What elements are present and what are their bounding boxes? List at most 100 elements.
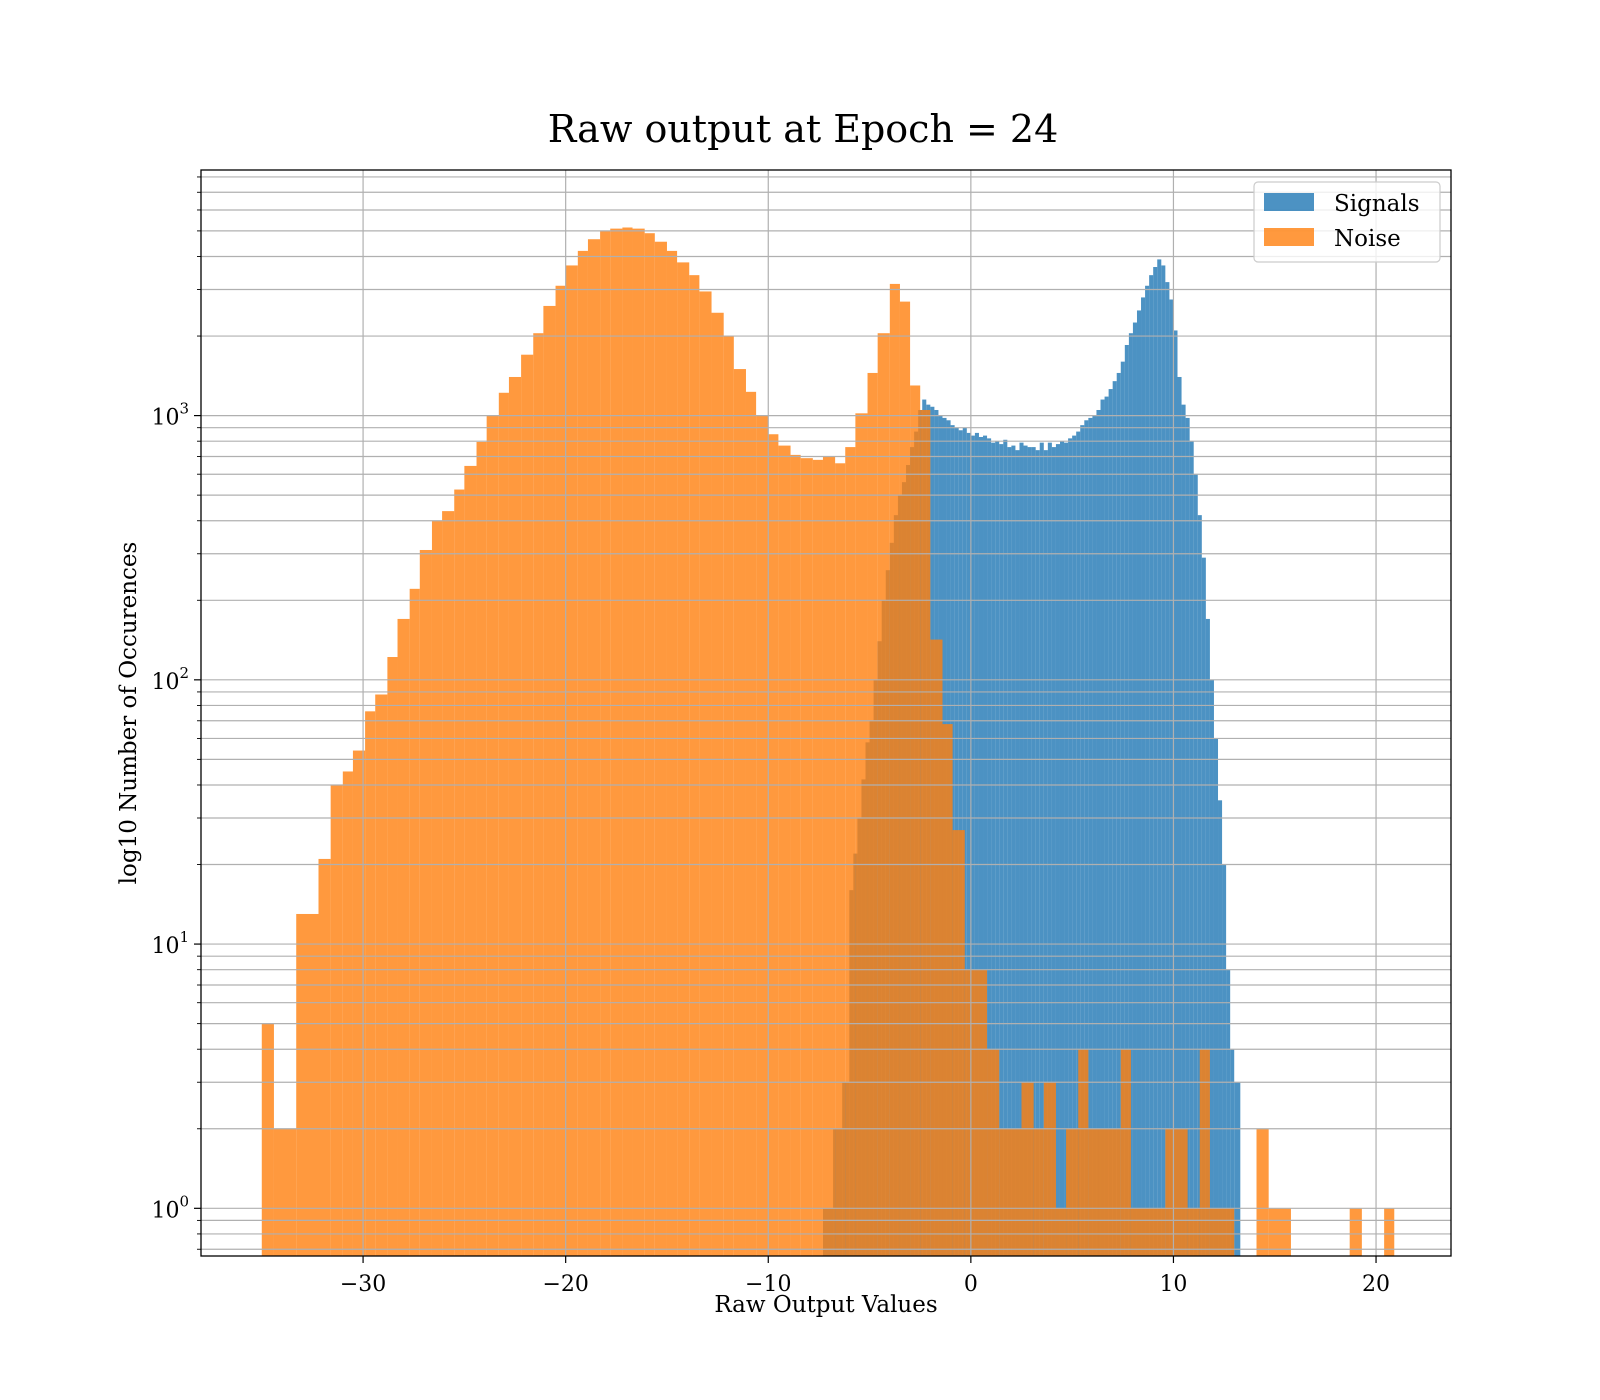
noise-bar-14 [442, 511, 455, 1256]
signals-bar-37 [987, 438, 992, 1256]
signals-bar-51 [1043, 450, 1048, 1256]
signals-bar-47 [1027, 447, 1032, 1256]
noise-bar-32 [644, 233, 655, 1256]
signals-bar-40 [999, 444, 1004, 1256]
noise-bar-57 [920, 409, 931, 1256]
noise-bar-18 [486, 415, 499, 1256]
y-axis-label: log10 Number of Occurences [116, 542, 142, 885]
noise-bar-36 [689, 275, 700, 1256]
noise-bar-3 [318, 858, 331, 1256]
noise-bar-8 [375, 694, 388, 1256]
signals-bar-95 [1222, 864, 1227, 1256]
noise-bar-52 [867, 372, 878, 1256]
signals-bar-72 [1128, 333, 1133, 1256]
signals-bar-75 [1141, 297, 1146, 1256]
noise-bar-40 [733, 369, 746, 1256]
signals-bar-84 [1177, 376, 1182, 1256]
noise-bar-2 [296, 913, 319, 1256]
signals-bar-71 [1124, 344, 1129, 1256]
noise-bar-64 [1021, 1082, 1034, 1256]
noise-bar-77 [1209, 1208, 1235, 1256]
legend-swatch-noise [1264, 228, 1314, 246]
noise-bar-56 [910, 385, 921, 1256]
chart-title: Raw output at Epoch = 24 [548, 107, 1059, 151]
plot-frame [200, 169, 1452, 1257]
noise-bar-67 [1055, 1208, 1067, 1256]
legend-label-signals: Signals [1334, 191, 1420, 217]
signals-bar-65 [1100, 399, 1105, 1256]
signals-bar-62 [1088, 417, 1093, 1256]
noise-bar-44 [778, 445, 791, 1256]
legend-label-noise: Noise [1334, 226, 1401, 252]
noise-bar-38 [711, 312, 724, 1256]
noise-bar-42 [756, 415, 769, 1256]
noise-bar-49 [835, 463, 846, 1256]
y-tick-label-3: 103 [151, 400, 189, 431]
noise-bar-71 [1098, 1128, 1121, 1256]
signals-bar-44 [1015, 450, 1020, 1256]
noise-bar-20 [508, 376, 522, 1256]
noise-bar-48 [822, 456, 836, 1256]
noise-bar-5 [342, 771, 353, 1256]
signals-bar-83 [1173, 330, 1178, 1256]
signals-bar-82 [1169, 299, 1174, 1256]
signals-bar-33 [970, 435, 975, 1256]
x-tick-label-1: −20 [542, 1272, 588, 1297]
y-tick-label-1: 101 [151, 928, 189, 959]
signals-bar-45 [1019, 442, 1024, 1256]
noise-bar-50 [845, 447, 856, 1256]
signals-bar-81 [1165, 282, 1170, 1256]
signals-bar-41 [1003, 439, 1008, 1256]
signals-bar-79 [1157, 259, 1162, 1256]
signals-bar-39 [995, 441, 1000, 1256]
noise-bar-16 [464, 465, 477, 1256]
signals-bar-91 [1205, 618, 1210, 1256]
y-tick-label-0: 100 [151, 1192, 189, 1223]
noise-bar-58 [930, 639, 943, 1256]
signals-bar-85 [1181, 404, 1186, 1256]
signals-bar-73 [1132, 322, 1137, 1256]
noise-bar-66 [1043, 1082, 1056, 1256]
noise-bar-47 [812, 459, 823, 1256]
x-tick-label-2: −10 [745, 1272, 791, 1297]
noise-bar-37 [699, 291, 712, 1256]
signals-bar-98 [1234, 1082, 1241, 1256]
signals-bar-50 [1039, 442, 1044, 1256]
x-tick-label-5: 20 [1362, 1272, 1390, 1297]
noise-bar-27 [587, 239, 601, 1256]
signals-bar-63 [1092, 415, 1097, 1256]
signals-bar-97 [1230, 1049, 1235, 1256]
signals-bar-55 [1060, 441, 1065, 1256]
noise-bar-60 [952, 830, 965, 1256]
signals-bar-94 [1218, 800, 1223, 1256]
signals-bar-54 [1055, 444, 1060, 1256]
signals-bar-78 [1153, 267, 1158, 1256]
signals-bar-43 [1011, 445, 1016, 1256]
noise-bar-26 [577, 250, 588, 1256]
signals-bar-35 [978, 436, 984, 1256]
x-axis-label: Raw Output Values [714, 1292, 937, 1318]
noise-bar-34 [666, 250, 678, 1256]
signals-bar-67 [1108, 389, 1113, 1256]
noise-bar-0 [261, 1023, 274, 1256]
noise-bar-81 [1384, 1208, 1395, 1256]
noise-bar-15 [454, 489, 465, 1256]
noise-bar-10 [397, 618, 410, 1256]
signals-bar-90 [1201, 557, 1206, 1256]
x-tick-label-4: 10 [1159, 1272, 1187, 1297]
signals-bar-92 [1209, 679, 1214, 1256]
noise-bar-70 [1088, 1128, 1099, 1256]
noise-bar-11 [409, 588, 420, 1256]
signals-bar-66 [1104, 396, 1109, 1256]
noise-bar-17 [476, 441, 487, 1256]
x-axis-ticks: −30 −20 −10 0 10 20 [340, 1256, 1390, 1297]
signals-bar-36 [983, 435, 988, 1256]
signals-bar-64 [1096, 409, 1101, 1256]
y-tick-label-2: 102 [151, 664, 189, 695]
signals-bar-70 [1120, 361, 1125, 1256]
signals-bar-69 [1116, 372, 1121, 1256]
noise-bar-78 [1256, 1128, 1269, 1256]
noise-bar-1 [273, 1128, 297, 1256]
noise-bar-55 [899, 301, 911, 1256]
